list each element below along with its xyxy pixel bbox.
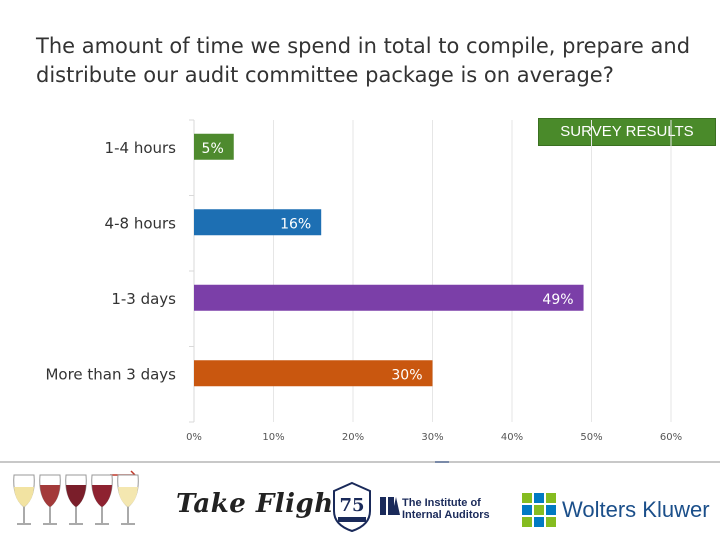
x-tick-label: 40% (501, 432, 523, 443)
anniversary-seal-icon: 75 (333, 481, 371, 533)
data-label: 16% (280, 216, 311, 232)
iia-logo-icon (380, 497, 400, 515)
x-tick-label: 30% (421, 432, 443, 443)
bar (194, 133, 234, 160)
bar (194, 284, 584, 311)
take-flight-brand: Take Flight (176, 489, 347, 519)
survey-results-badge: SURVEY RESULTS (538, 118, 716, 146)
footer-divider-accent (435, 461, 449, 463)
wolters-kluwer-logo-icon (522, 493, 556, 527)
data-label: 49% (542, 292, 573, 308)
bar (194, 360, 433, 387)
wolters-kluwer-name: Wolters Kluwer (562, 497, 710, 522)
footer-divider (0, 461, 720, 463)
bar (194, 209, 322, 236)
x-tick-label: 0% (186, 432, 202, 443)
category-label: 1-3 days (111, 290, 176, 308)
data-label: 30% (391, 367, 422, 383)
page-title: The amount of time we spend in total to … (36, 34, 691, 87)
x-tick-label: 10% (262, 432, 284, 443)
x-tick-label: 50% (580, 432, 602, 443)
iia-name: The Institute of Internal Auditors (402, 497, 490, 521)
data-label: 5% (202, 141, 224, 157)
seal-number: 75 (339, 495, 364, 516)
footer: Take Flight 75 The Institute of Internal… (0, 465, 720, 540)
bar-chart: 1-4 hours 5% 4-8 hours 16% 1-3 days 49% More t… (45, 119, 682, 443)
category-label: 1-4 hours (105, 139, 177, 157)
category-label: More than 3 days (45, 365, 176, 383)
x-tick-label: 20% (342, 432, 364, 443)
wine-glasses-logo (13, 470, 139, 525)
category-label: 4-8 hours (105, 214, 177, 232)
x-tick-label: 60% (660, 432, 682, 443)
